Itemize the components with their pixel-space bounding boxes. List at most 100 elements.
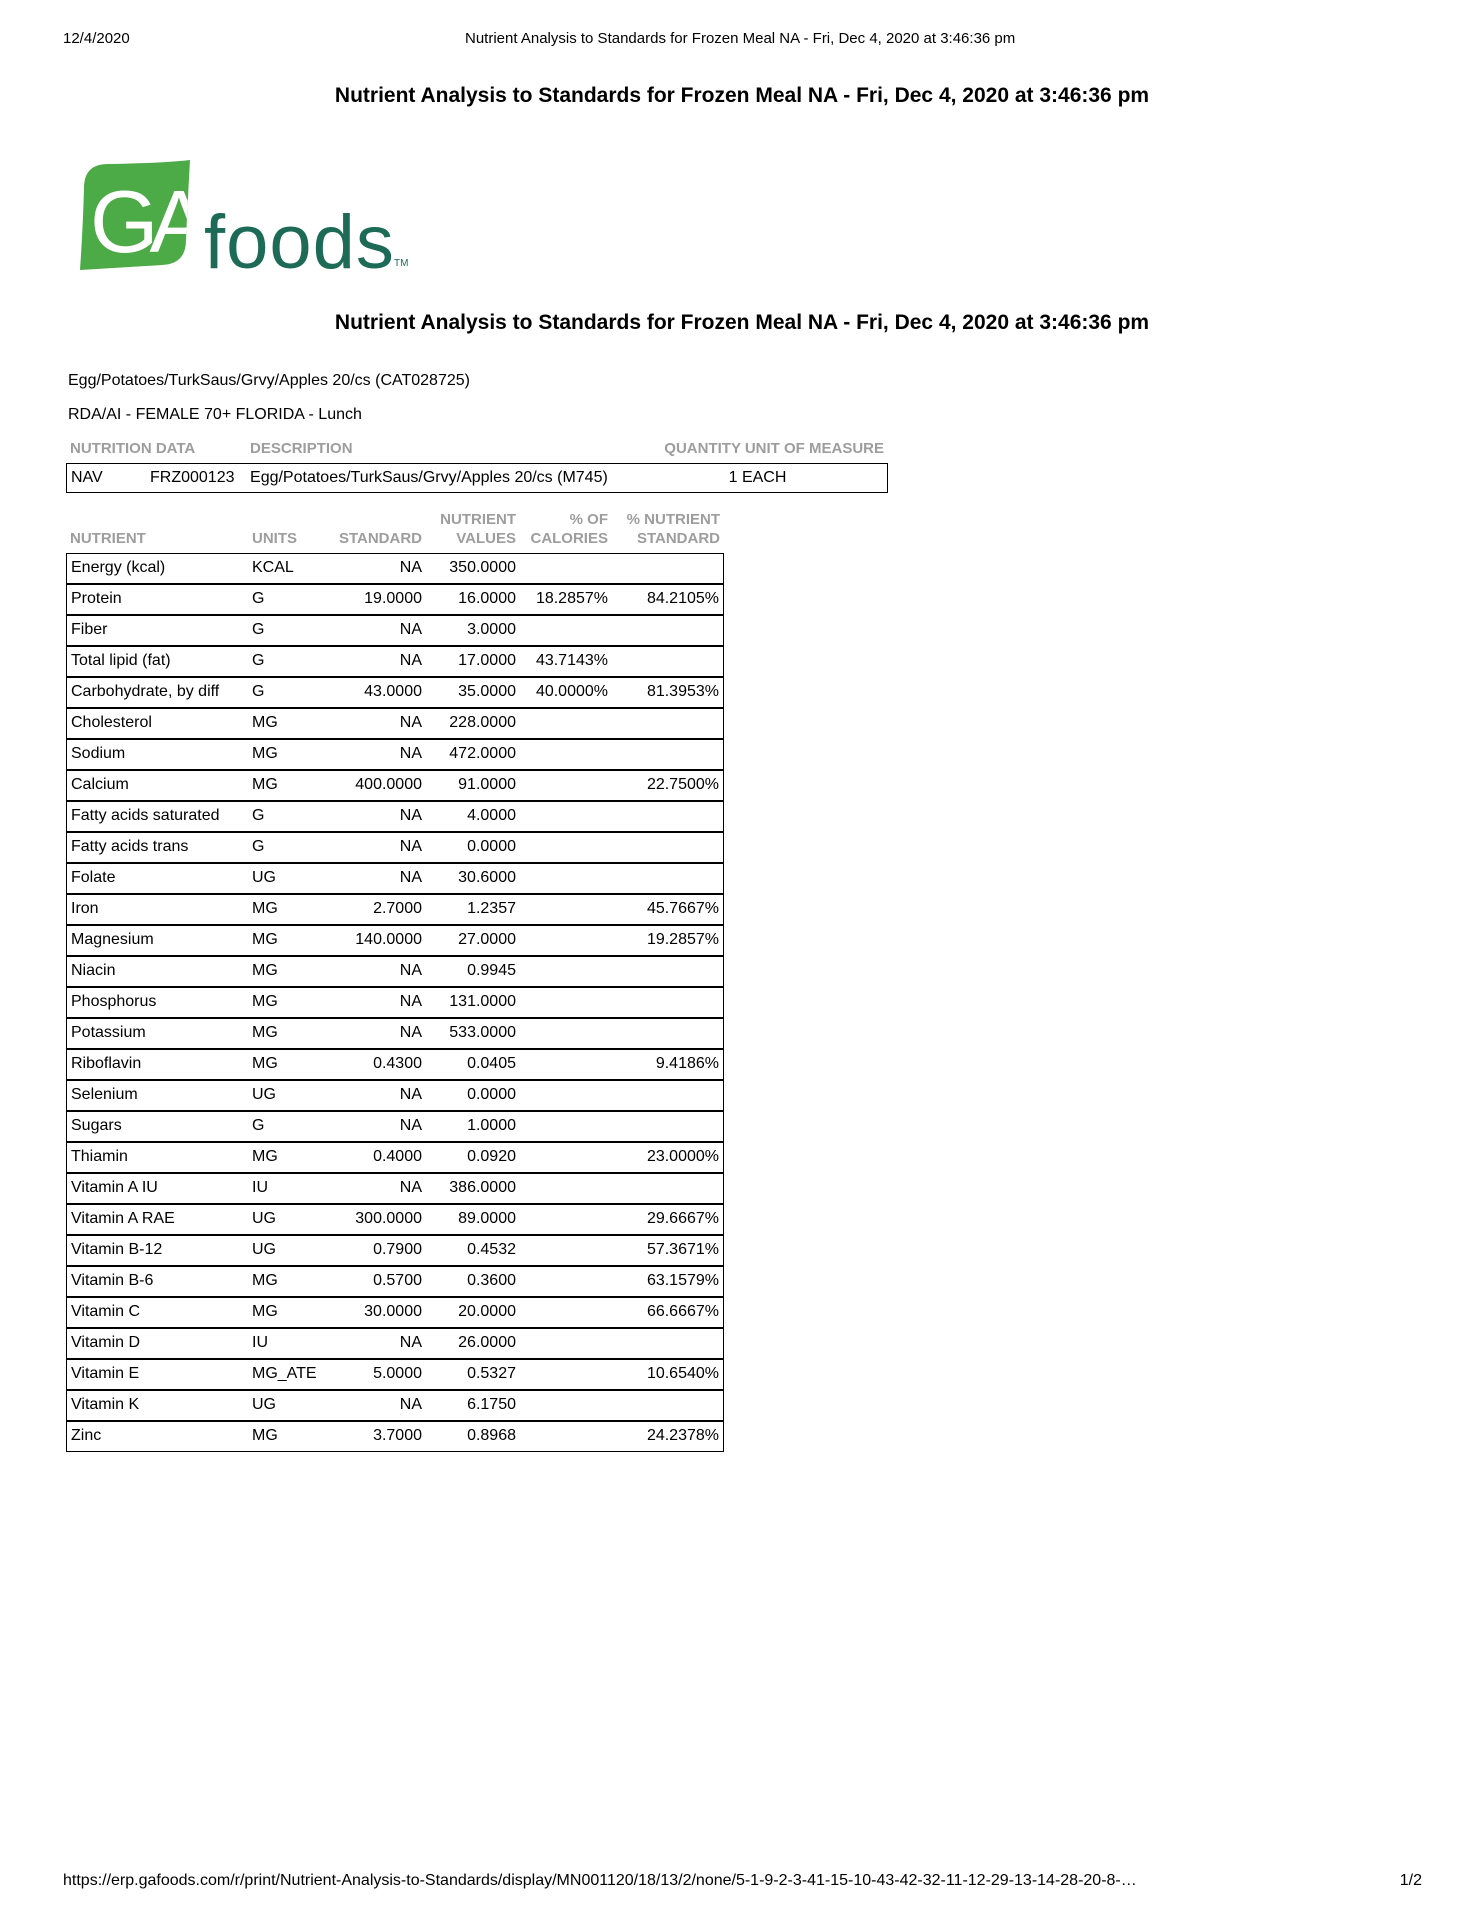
column-header-standard: STANDARD xyxy=(314,509,426,553)
table-cell: 0.4532 xyxy=(426,1234,520,1266)
item-description-line: Egg/Potatoes/TurkSaus/Grvy/Apples 20/cs … xyxy=(68,372,470,389)
table-cell: G xyxy=(248,1110,314,1142)
table-cell: 0.9945 xyxy=(426,955,520,987)
table-cell xyxy=(612,614,724,646)
table-cell: UG xyxy=(248,1389,314,1421)
table-cell xyxy=(520,1048,612,1080)
column-header-description: DESCRIPTION xyxy=(250,440,353,457)
table-cell xyxy=(612,1017,724,1049)
column-header-nutrition-data: NUTRITION DATA xyxy=(70,440,196,457)
table-cell: MG xyxy=(248,1296,314,1328)
table-cell: NA xyxy=(314,738,426,770)
table-row: Zinc MG 3.7000 0.8968 24.2378% xyxy=(66,1420,724,1452)
table-cell: Energy (kcal) xyxy=(66,552,248,584)
table-cell xyxy=(520,1017,612,1049)
header-line: CALORIES xyxy=(530,529,608,547)
table-cell xyxy=(520,1203,612,1235)
table-cell: NA xyxy=(314,645,426,677)
table-cell: 30.6000 xyxy=(426,862,520,894)
print-header-date: 12/4/2020 xyxy=(63,30,130,47)
table-cell: Thiamin xyxy=(66,1141,248,1173)
table-cell: MG xyxy=(248,893,314,925)
table-cell: Folate xyxy=(66,862,248,894)
table-cell: 18.2857% xyxy=(520,583,612,615)
header-line: STANDARD xyxy=(636,529,720,547)
table-cell: 81.3953% xyxy=(612,676,724,708)
table-row: Vitamin B-12 UG 0.7900 0.4532 57.3671% xyxy=(66,1234,724,1266)
table-cell: 43.7143% xyxy=(520,645,612,677)
table-cell: Carbohydrate, by diff xyxy=(66,676,248,708)
table-cell xyxy=(612,1110,724,1142)
table-cell: NA xyxy=(314,1110,426,1142)
table-row: Vitamin A IU IU NA 386.0000 xyxy=(66,1172,724,1204)
table-cell: Total lipid (fat) xyxy=(66,645,248,677)
table-cell xyxy=(520,1079,612,1111)
table-cell: NA xyxy=(314,1017,426,1049)
table-cell: 2.7000 xyxy=(314,893,426,925)
table-cell: 63.1579% xyxy=(612,1265,724,1297)
table-cell: 6.1750 xyxy=(426,1389,520,1421)
table-cell: 228.0000 xyxy=(426,707,520,739)
table-cell: 27.0000 xyxy=(426,924,520,956)
table-cell: NA xyxy=(314,831,426,863)
table-cell: 4.0000 xyxy=(426,800,520,832)
table-row: Vitamin A RAE UG 300.0000 89.0000 29.6667% xyxy=(66,1203,724,1235)
table-cell: 0.3600 xyxy=(426,1265,520,1297)
table-cell: NA xyxy=(314,707,426,739)
table-row: Vitamin D IU NA 26.0000 xyxy=(66,1327,724,1359)
table-cell: MG xyxy=(248,707,314,739)
table-cell xyxy=(612,955,724,987)
table-cell: 472.0000 xyxy=(426,738,520,770)
table-cell xyxy=(520,831,612,863)
nutrient-table-body: Energy (kcal) KCAL NA 350.0000 Protein G 19.00… xyxy=(66,552,724,1452)
table-cell: 400.0000 xyxy=(314,769,426,801)
table-cell: 3.7000 xyxy=(314,1420,426,1452)
table-cell: MG xyxy=(248,955,314,987)
table-cell: Selenium xyxy=(66,1079,248,1111)
table-row: Fatty acids trans G NA 0.0000 xyxy=(66,831,724,863)
table-cell xyxy=(520,924,612,956)
table-cell: 84.2105% xyxy=(612,583,724,615)
table-cell xyxy=(612,831,724,863)
column-header-pct-nutrient-standard: % NUTRIENT STANDARD xyxy=(612,509,724,553)
table-row: Folate UG NA 30.6000 xyxy=(66,862,724,894)
print-header-title: Nutrient Analysis to Standards for Froze… xyxy=(465,30,1016,47)
table-cell: 0.4000 xyxy=(314,1141,426,1173)
table-cell: 300.0000 xyxy=(314,1203,426,1235)
table-cell: 0.8968 xyxy=(426,1420,520,1452)
table-cell: 5.0000 xyxy=(314,1358,426,1390)
table-row: Vitamin E MG_ATE 5.0000 0.5327 10.6540% xyxy=(66,1358,724,1390)
table-cell: MG xyxy=(248,986,314,1018)
table-row: Selenium UG NA 0.0000 xyxy=(66,1079,724,1111)
column-header-nutrient: NUTRIENT xyxy=(66,509,248,553)
table-cell: 26.0000 xyxy=(426,1327,520,1359)
table-cell xyxy=(520,1420,612,1452)
table-row: Riboflavin MG 0.4300 0.0405 9.4186% xyxy=(66,1048,724,1080)
table-cell: Vitamin B-6 xyxy=(66,1265,248,1297)
table-cell: NA xyxy=(314,614,426,646)
table-cell: MG xyxy=(248,769,314,801)
table-cell: NA xyxy=(314,862,426,894)
header-line: % OF xyxy=(569,511,608,528)
table-cell: Vitamin E xyxy=(66,1358,248,1390)
table-row: Sugars G NA 1.0000 xyxy=(66,1110,724,1142)
table-cell: 45.7667% xyxy=(612,893,724,925)
table-row: Phosphorus MG NA 131.0000 xyxy=(66,986,724,1018)
table-cell xyxy=(612,986,724,1018)
table-cell: Magnesium xyxy=(66,924,248,956)
table-cell: NA xyxy=(314,800,426,832)
table-cell: 131.0000 xyxy=(426,986,520,1018)
table-cell: MG xyxy=(248,1141,314,1173)
column-header-quantity: QUANTITY UNIT OF MEASURE xyxy=(664,440,885,457)
table-cell xyxy=(520,738,612,770)
table-cell: 350.0000 xyxy=(426,552,520,584)
table-cell: UG xyxy=(248,862,314,894)
table-cell: 0.5700 xyxy=(314,1265,426,1297)
table-cell: NA xyxy=(314,1079,426,1111)
footer-page-indicator: 1/2 xyxy=(1399,1872,1422,1889)
table-cell xyxy=(612,552,724,584)
table-cell xyxy=(520,769,612,801)
table-cell xyxy=(612,1389,724,1421)
column-header-units: UNITS xyxy=(248,509,314,553)
nutrient-table: NUTRIENT UNITS STANDARD NUTRIENT VALUES … xyxy=(66,509,724,1452)
